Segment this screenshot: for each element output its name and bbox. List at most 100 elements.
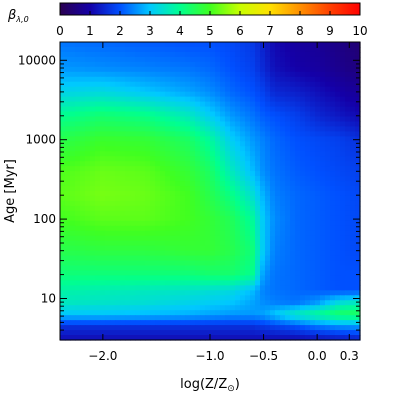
heatmap-cell xyxy=(170,270,176,277)
heatmap-cell xyxy=(95,310,101,316)
heatmap-cell xyxy=(205,275,211,281)
heatmap-cell xyxy=(250,320,256,326)
heatmap-cell xyxy=(230,66,236,73)
heatmap-cell xyxy=(295,42,301,48)
heatmap-cell xyxy=(130,86,136,93)
heatmap-cell xyxy=(150,200,156,207)
heatmap-cell xyxy=(170,330,176,336)
heatmap-cell xyxy=(225,146,231,152)
heatmap-cell xyxy=(335,215,341,222)
heatmap-cell xyxy=(255,300,261,306)
heatmap-cell xyxy=(110,290,116,296)
heatmap-cell xyxy=(340,166,346,172)
heatmap-cell xyxy=(180,305,186,311)
heatmap-cell xyxy=(340,310,346,316)
heatmap-cell xyxy=(180,86,186,93)
heatmap-cell xyxy=(145,225,151,232)
heatmap-cell xyxy=(215,270,221,277)
heatmap-cell xyxy=(230,121,236,128)
heatmap-cell xyxy=(80,171,86,177)
heatmap-cell xyxy=(225,270,231,277)
heatmap-cell xyxy=(255,181,261,187)
heatmap-cell xyxy=(185,106,191,113)
heatmap-cell xyxy=(130,111,136,118)
heatmap-cell xyxy=(105,56,111,63)
heatmap-cell xyxy=(145,330,151,336)
heatmap-cell xyxy=(325,76,331,83)
heatmap-cell xyxy=(205,71,211,78)
heatmap-cell xyxy=(225,325,231,331)
heatmap-cell xyxy=(170,290,176,296)
heatmap-cell xyxy=(80,285,86,291)
heatmap-cell xyxy=(105,325,111,331)
heatmap-cell xyxy=(70,240,76,247)
heatmap-cell xyxy=(320,260,326,267)
heatmap-cell xyxy=(95,151,101,157)
heatmap-cell xyxy=(205,186,211,192)
heatmap-cell xyxy=(70,76,76,83)
heatmap-cell xyxy=(265,181,271,187)
heatmap-cell xyxy=(300,215,306,222)
heatmap-cell xyxy=(290,176,296,182)
heatmap-cell xyxy=(260,235,266,242)
heatmap-cell xyxy=(310,320,316,326)
heatmap-cell xyxy=(120,320,126,326)
heatmap-cell xyxy=(60,146,66,152)
heatmap-cell xyxy=(140,106,146,113)
heatmap-cell xyxy=(230,166,236,172)
heatmap-cell xyxy=(200,111,206,118)
heatmap-cell xyxy=(200,225,206,232)
heatmap-cell xyxy=(210,260,216,267)
heatmap-cell xyxy=(185,325,191,331)
heatmap-cell xyxy=(345,305,351,311)
heatmap-cell xyxy=(280,161,286,167)
heatmap-cell xyxy=(305,51,311,58)
heatmap-cell xyxy=(145,141,151,147)
heatmap-cell xyxy=(115,146,121,152)
heatmap-cell xyxy=(200,86,206,93)
heatmap-cell xyxy=(250,96,256,103)
heatmap-cell xyxy=(120,275,126,281)
heatmap-cell xyxy=(195,320,201,326)
heatmap-cell xyxy=(310,71,316,78)
heatmap-cell xyxy=(300,121,306,128)
heatmap-cell xyxy=(150,290,156,296)
heatmap-cell xyxy=(195,146,201,152)
heatmap-cell xyxy=(345,131,351,137)
heatmap-cell xyxy=(330,161,336,167)
heatmap-cell xyxy=(70,136,76,142)
heatmap-cell xyxy=(70,270,76,277)
heatmap-cell xyxy=(265,136,271,142)
heatmap-cell xyxy=(325,101,331,108)
heatmap-cell xyxy=(240,235,246,242)
heatmap-cell xyxy=(220,210,226,217)
heatmap-cell xyxy=(240,186,246,192)
heatmap-cell xyxy=(105,275,111,281)
heatmap-cell xyxy=(145,91,151,98)
heatmap-cell xyxy=(355,51,361,58)
heatmap-cell xyxy=(155,191,161,197)
heatmap-cell xyxy=(200,101,206,108)
heatmap-cell xyxy=(325,96,331,103)
heatmap-cell xyxy=(290,151,296,157)
heatmap-cell xyxy=(270,176,276,182)
heatmap-cell xyxy=(110,116,116,123)
heatmap-cell xyxy=(300,315,306,321)
heatmap-cell xyxy=(95,136,101,142)
heatmap-cell xyxy=(110,146,116,152)
heatmap-cell xyxy=(255,161,261,167)
heatmap-cell xyxy=(285,275,291,281)
heatmap-cell xyxy=(225,71,231,78)
heatmap-cell xyxy=(210,285,216,291)
heatmap-cell xyxy=(65,305,71,311)
heatmap-cell xyxy=(245,161,251,167)
heatmap-cell xyxy=(155,46,161,53)
heatmap-cell xyxy=(135,46,141,53)
heatmap-cell xyxy=(135,96,141,103)
heatmap-cell xyxy=(270,46,276,53)
heatmap-cell xyxy=(215,71,221,78)
heatmap-cell xyxy=(205,250,211,257)
heatmap-cell xyxy=(95,270,101,277)
heatmap-cell xyxy=(115,191,121,197)
heatmap-cell xyxy=(295,181,301,187)
